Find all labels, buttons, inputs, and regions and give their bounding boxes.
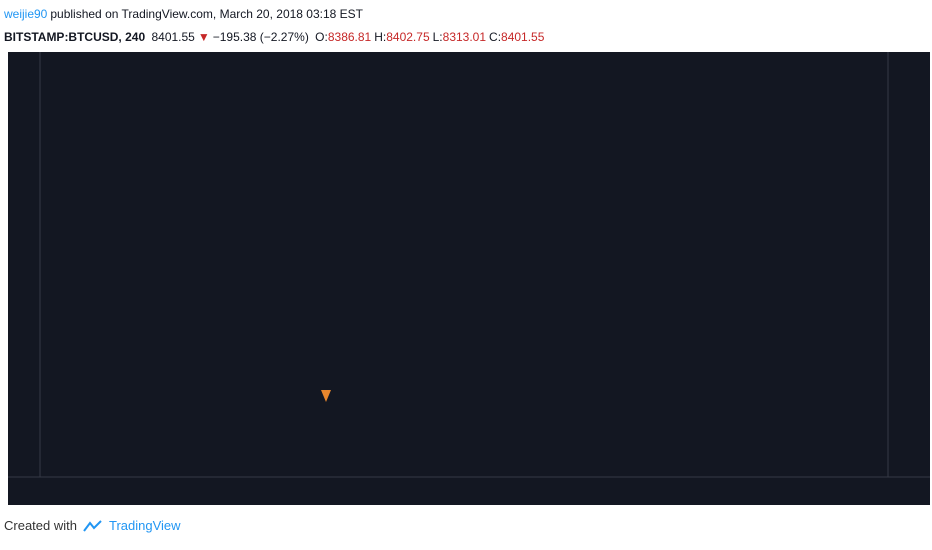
signal-marker <box>321 390 331 402</box>
brand[interactable]: TradingView <box>108 518 181 533</box>
ohlc-label: O: <box>315 30 328 44</box>
author[interactable]: weijie90 <box>4 7 48 21</box>
ohlc-label: L: <box>432 30 443 44</box>
footer: Created with TradingView <box>4 518 181 533</box>
symbol: BITSTAMP:BTCUSD, 240 <box>4 30 146 44</box>
ohlc-value: 8386.81 <box>327 30 372 44</box>
chart-panel <box>8 52 930 505</box>
created-with: Created with <box>4 518 77 533</box>
change-arrow: ▼ <box>197 30 210 44</box>
ohlc-value: 8313.01 <box>442 30 487 44</box>
published: published on TradingView.com, March 20, … <box>50 7 363 21</box>
ohlc-label: C: <box>489 30 502 44</box>
ohlc: O:8386.81 H:8402.75 L:8313.01 C:8401.55 <box>315 30 547 44</box>
ohlc-value: 8401.55 <box>501 30 545 44</box>
header-line: weijie90 published on TradingView.com, Ma… <box>4 7 366 21</box>
ohlc-label: H: <box>374 30 387 44</box>
chart <box>8 52 930 505</box>
last-price: 8401.55 <box>151 30 195 44</box>
symbol-line: BITSTAMP:BTCUSD, 240 8401.55 ▼ −195.38 (−2… <box>4 30 550 44</box>
logo <box>83 519 102 532</box>
ohlc-value: 8402.75 <box>386 30 430 44</box>
change: −195.38 (−2.27%) <box>212 30 309 44</box>
